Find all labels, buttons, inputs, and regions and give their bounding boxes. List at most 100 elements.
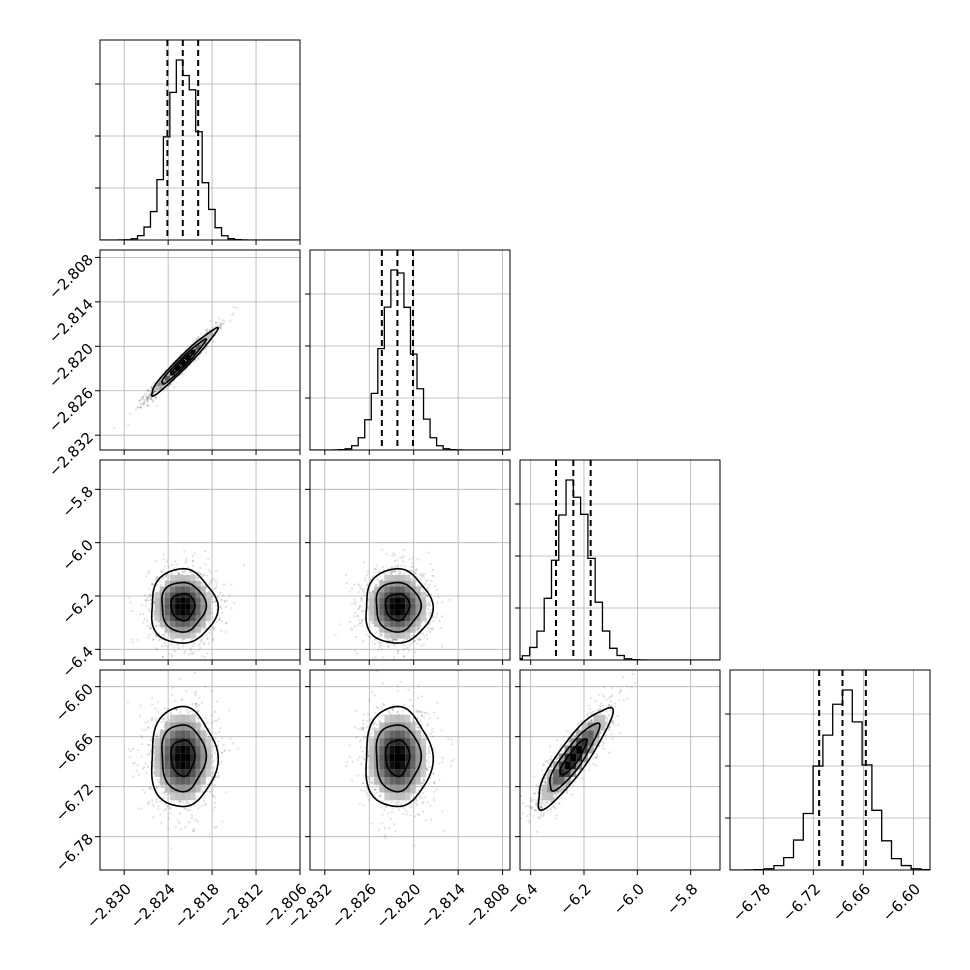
density-cell bbox=[154, 385, 160, 392]
scatter-point bbox=[139, 406, 142, 409]
scatter-point bbox=[185, 557, 188, 560]
scatter-point bbox=[220, 599, 223, 602]
scatter-point bbox=[144, 392, 147, 395]
panel-2-0 bbox=[95, 459, 301, 665]
scatter-point bbox=[200, 701, 203, 705]
density-cell bbox=[405, 586, 411, 593]
scatter-point bbox=[157, 808, 160, 811]
grid bbox=[100, 40, 300, 240]
density-cell bbox=[164, 375, 170, 381]
scatter-point bbox=[147, 405, 150, 408]
scatter-point bbox=[402, 560, 405, 563]
scatter-point bbox=[376, 570, 380, 574]
density-cell bbox=[175, 632, 181, 639]
scatter-point bbox=[191, 710, 194, 713]
density-cell bbox=[379, 580, 385, 587]
scatter-point bbox=[155, 624, 158, 628]
scatter-point bbox=[161, 645, 164, 648]
scatter-point bbox=[197, 335, 200, 338]
scatter-point bbox=[373, 567, 376, 570]
scatter-point bbox=[207, 642, 210, 645]
scatter-point bbox=[202, 574, 205, 577]
scatter-point bbox=[417, 584, 420, 587]
density-cell bbox=[394, 621, 400, 627]
scatter-point bbox=[217, 730, 221, 734]
scatter-point bbox=[434, 616, 437, 619]
density-cell bbox=[384, 574, 390, 581]
density-cell bbox=[154, 592, 160, 598]
scatter-point bbox=[403, 638, 406, 641]
scatter-point bbox=[149, 627, 152, 630]
panel-2-2 bbox=[515, 459, 721, 665]
scatter-point bbox=[392, 638, 395, 641]
scatter-point bbox=[155, 397, 158, 400]
panel-3-0 bbox=[95, 669, 301, 875]
scatter-point bbox=[143, 403, 146, 406]
scatter-point bbox=[146, 397, 149, 400]
scatter-point bbox=[139, 613, 142, 616]
scatter-point bbox=[161, 626, 164, 629]
scatter-point bbox=[183, 651, 186, 655]
scatter-point bbox=[411, 562, 414, 565]
scatter-point bbox=[363, 594, 366, 597]
scatter-point bbox=[170, 572, 174, 575]
scatter-point bbox=[371, 640, 374, 643]
scatter-point bbox=[426, 626, 430, 629]
scatter-point bbox=[143, 617, 146, 621]
scatter-point bbox=[203, 573, 206, 576]
scatter-point bbox=[394, 638, 397, 641]
scatter-point bbox=[147, 397, 150, 400]
scatter-point bbox=[166, 797, 169, 800]
density-cell bbox=[415, 603, 421, 610]
scatter-point bbox=[210, 580, 213, 583]
scatter-point bbox=[168, 652, 171, 655]
density-cell bbox=[195, 621, 201, 627]
density-cell bbox=[159, 615, 165, 622]
scatter-point bbox=[162, 797, 165, 800]
scatter-point bbox=[412, 634, 416, 637]
scatter-point bbox=[219, 324, 222, 327]
scatter-point bbox=[378, 646, 381, 649]
density-cell bbox=[205, 334, 211, 340]
scatter-point bbox=[206, 721, 209, 724]
scatter-point bbox=[441, 601, 444, 604]
scatter-point bbox=[427, 586, 430, 589]
scatter-point bbox=[162, 717, 165, 720]
scatter-point bbox=[159, 386, 162, 389]
density-cell bbox=[205, 603, 211, 610]
density-cell bbox=[410, 615, 416, 622]
density-cell bbox=[170, 632, 176, 639]
scatter-point bbox=[375, 583, 378, 586]
scatter-point bbox=[127, 423, 130, 426]
scatter-point bbox=[211, 333, 214, 336]
scatter-point bbox=[144, 594, 147, 597]
scatter-point bbox=[151, 803, 154, 806]
scatter-point bbox=[219, 323, 222, 326]
scatter-point bbox=[370, 621, 373, 624]
scatter-point bbox=[230, 583, 233, 586]
scatter-point bbox=[150, 626, 153, 630]
scatter-point bbox=[149, 393, 152, 396]
scatter-point bbox=[219, 325, 222, 328]
scatter-point bbox=[167, 632, 170, 635]
scatter-point bbox=[380, 642, 383, 645]
density-cell bbox=[175, 574, 181, 581]
scatter-point bbox=[432, 575, 435, 578]
scatter-point bbox=[210, 331, 213, 335]
scatter-point bbox=[349, 590, 352, 593]
density-cell bbox=[410, 621, 416, 627]
scatter-point bbox=[219, 326, 222, 330]
scatter-point bbox=[202, 626, 206, 629]
scatter-point bbox=[203, 656, 206, 659]
scatter-point bbox=[152, 400, 155, 403]
scatter-point bbox=[201, 727, 204, 731]
panel-frame bbox=[309, 249, 511, 451]
scatter-point bbox=[152, 610, 155, 613]
scatter-point bbox=[360, 609, 363, 612]
scatter-point bbox=[436, 602, 440, 605]
scatter-point bbox=[215, 756, 218, 759]
density-cell bbox=[190, 603, 196, 610]
panel-frame bbox=[99, 39, 301, 241]
scatter-point bbox=[185, 559, 188, 562]
scatter-point bbox=[418, 574, 421, 577]
